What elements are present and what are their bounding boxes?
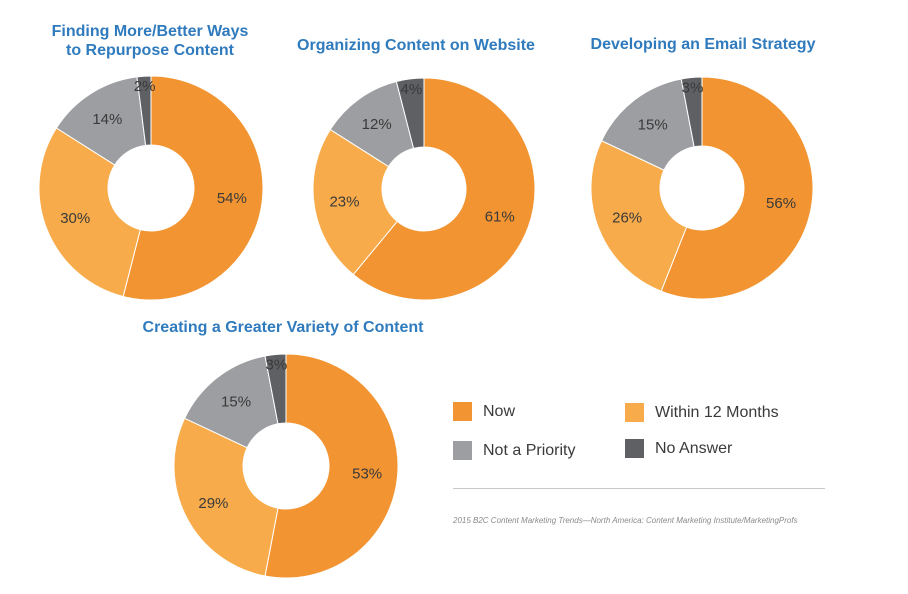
legend-label-within-12-months: Within 12 Months — [655, 403, 779, 421]
data-label-within-12-months: 26% — [612, 210, 642, 227]
legend-swatch-within-12-months — [625, 403, 644, 422]
chart-title-variety: Creating a Greater Variety of Content — [142, 319, 424, 336]
legend-swatch-now — [453, 402, 472, 421]
data-label-within-12-months: 30% — [60, 210, 90, 227]
data-label-within-12-months: 29% — [198, 495, 228, 512]
legend-swatch-no-answer — [625, 439, 644, 458]
slice-not-a-priority — [55, 76, 147, 166]
data-label-not-a-priority: 14% — [92, 111, 122, 128]
slice-now — [264, 353, 399, 579]
slice-now — [352, 77, 536, 301]
data-label-not-a-priority: 15% — [221, 394, 251, 411]
legend-item-now: Now — [453, 402, 515, 421]
legend-label-not-a-priority: Not a Priority — [483, 441, 576, 459]
data-label-no-answer: 3% — [266, 356, 288, 373]
legend-item-no-answer: No Answer — [625, 439, 732, 458]
slice-now — [122, 75, 264, 301]
legend-item-within-12-months: Within 12 Months — [625, 403, 779, 422]
chart-title-email: Developing an Email Strategy — [590, 36, 816, 53]
data-label-now: 53% — [352, 466, 382, 483]
legend-item-not-a-priority: Not a Priority — [453, 441, 575, 460]
legend-label-no-answer: No Answer — [655, 439, 733, 457]
slice-within-12-months — [590, 140, 688, 292]
slice-within-12-months — [312, 128, 398, 276]
data-label-not-a-priority: 15% — [638, 116, 668, 133]
data-label-no-answer: 3% — [682, 79, 704, 96]
chart-title-repurpose: Finding More/Better Ways to Repurpose Co… — [51, 23, 249, 59]
data-label-now: 61% — [485, 208, 515, 225]
slice-no-answer — [395, 77, 425, 149]
slice-no-answer — [136, 75, 152, 146]
slice-no-answer — [680, 76, 703, 148]
slice-within-12-months — [38, 127, 141, 298]
slice-now — [660, 76, 814, 300]
legend-swatch-not-a-priority — [453, 441, 472, 460]
data-label-no-answer: 2% — [134, 78, 156, 95]
data-label-not-a-priority: 12% — [362, 116, 392, 133]
data-label-now: 54% — [217, 190, 247, 207]
legend-divider — [453, 488, 825, 489]
data-label-now: 56% — [766, 195, 796, 212]
legend-label-now: Now — [483, 402, 516, 420]
data-label-within-12-months: 23% — [329, 194, 359, 211]
source-citation: 2015 B2C Content Marketing Trends—North … — [453, 516, 798, 525]
slice-within-12-months — [173, 417, 279, 577]
chart-title-organizing: Organizing Content on Website — [297, 37, 535, 54]
slice-no-answer — [264, 353, 287, 425]
data-label-no-answer: 4% — [400, 81, 422, 98]
